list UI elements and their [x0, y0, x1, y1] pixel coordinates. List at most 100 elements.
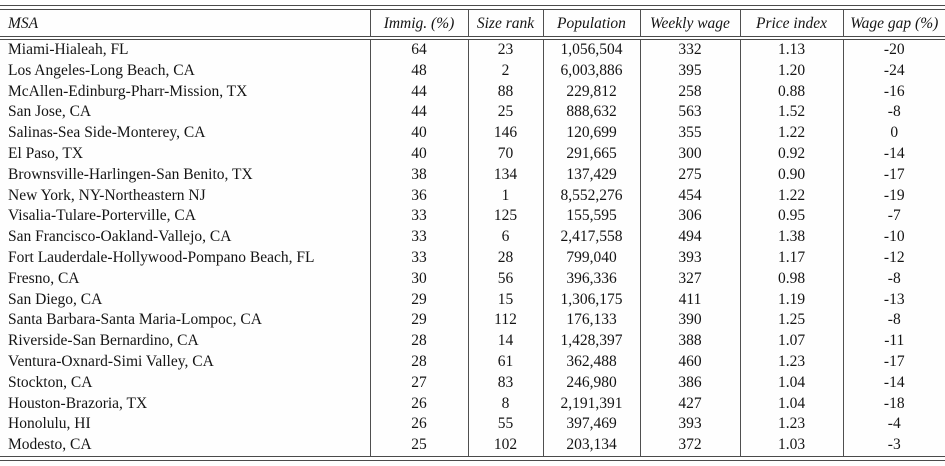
table-bottom-rule: [0, 455, 945, 461]
cell-wage-gap-pct: -16: [883, 82, 905, 100]
cell-msa: Ventura-Oxnard-Simi Valley, CA: [0, 351, 371, 373]
cell-population: 1,306,175: [543, 289, 641, 311]
cell-weekly-wage: 275: [640, 164, 741, 186]
cell-immig-pct: 40: [370, 123, 469, 144]
cell-immig-pct: 33: [370, 206, 469, 228]
cell-size-rank: 8: [468, 393, 544, 415]
header-bottom-rule: [0, 36, 945, 40]
cell-price-index: 1.17: [740, 247, 844, 269]
cell-weekly-wage: 300: [640, 143, 741, 165]
cell-immig-pct: 26: [370, 414, 469, 436]
table-row: Visalia-Tulare-Porterville, CA 33 125 155,5…: [0, 206, 945, 228]
cell-immig-pct: 28: [370, 351, 469, 373]
table-row: McAllen-Edinburg-Pharr-Mission, TX 44 88 22…: [0, 81, 945, 103]
cell-msa: Stockton, CA: [0, 372, 371, 394]
cell-price-index: 1.07: [740, 331, 844, 352]
cell-immig-pct: 33: [370, 247, 469, 269]
cell-size-rank: 112: [468, 310, 544, 332]
cell-size-rank: 61: [468, 351, 544, 373]
cell-population: 1,056,504: [543, 39, 641, 61]
cell-price-index: 1.22: [740, 185, 844, 207]
cell-msa: McAllen-Edinburg-Pharr-Mission, TX: [0, 81, 371, 103]
cell-population: 155,595: [543, 206, 641, 228]
cell-price-index: 1.22: [740, 123, 844, 144]
table-body: Miami-Hialeah, FL 64 23 1,056,504 332 1.13 -20…: [0, 39, 945, 456]
cell-price-index: 0.95: [740, 206, 844, 228]
cell-wage-gap-pct: -20: [883, 41, 905, 58]
cell-msa: New York, NY-Northeastern NJ: [0, 185, 371, 207]
cell-price-index: 1.04: [740, 393, 844, 415]
cell-size-rank: 15: [468, 289, 544, 311]
cell-price-index: 0.90: [740, 164, 844, 186]
table-top-rule: [0, 5, 945, 10]
cell-price-index: 1.19: [740, 289, 844, 311]
cell-size-rank: 83: [468, 372, 544, 394]
cell-immig-pct: 27: [370, 372, 469, 394]
cell-wage-gap-pct: -10: [883, 228, 905, 246]
cell-immig-pct: 44: [370, 81, 469, 103]
cell-msa: Santa Barbara-Santa Maria-Lompoc, CA: [0, 310, 371, 332]
cell-size-rank: 134: [468, 164, 544, 186]
cell-population: 291,665: [543, 143, 641, 165]
cell-wage-gap-pct: -8: [887, 311, 901, 329]
cell-size-rank: 88: [468, 81, 544, 103]
table-row: Modesto, CA 25 102 203,134 372 1.03 -3: [0, 435, 945, 456]
table-row: San Francisco-Oakland-Vallejo, CA 33 6 2,41…: [0, 227, 945, 248]
cell-wage-gap-pct: -8: [887, 269, 901, 287]
cell-size-rank: 6: [468, 227, 544, 248]
cell-wage-gap-pct: 0: [890, 124, 899, 142]
cell-msa: El Paso, TX: [0, 143, 371, 165]
cell-msa: Fort Lauderdale-Hollywood-Pompano Beach,…: [0, 247, 371, 269]
cell-size-rank: 28: [468, 247, 544, 269]
cell-immig-pct: 25: [370, 435, 469, 456]
cell-population: 176,133: [543, 310, 641, 332]
cell-population: 6,003,886: [543, 60, 641, 82]
table-row: Fresno, CA 30 56 396,336 327 0.98 -8: [0, 268, 945, 290]
cell-price-index: 0.92: [740, 143, 844, 165]
cell-size-rank: 1: [468, 185, 544, 207]
column-header-population: Population: [543, 10, 641, 37]
table-row: Brownsville-Harlingen-San Benito, TX 38 13…: [0, 164, 945, 186]
cell-price-index: 1.13: [740, 39, 844, 61]
table-row: El Paso, TX 40 70 291,665 300 0.92 -14: [0, 143, 945, 165]
cell-wage-gap-pct: -19: [883, 186, 905, 204]
cell-population: 362,488: [543, 351, 641, 373]
cell-msa: Los Angeles-Long Beach, CA: [0, 60, 371, 82]
cell-immig-pct: 26: [370, 393, 469, 415]
cell-immig-pct: 33: [370, 227, 469, 248]
table-row: Stockton, CA 27 83 246,980 386 1.04 -14: [0, 372, 945, 394]
cell-immig-pct: 44: [370, 102, 469, 124]
cell-msa: Visalia-Tulare-Porterville, CA: [0, 206, 371, 228]
table-row: Miami-Hialeah, FL 64 23 1,056,504 332 1.13 -20: [0, 39, 945, 61]
cell-weekly-wage: 327: [640, 268, 741, 290]
column-header-size-rank: Size rank: [468, 10, 544, 37]
table-row: Riverside-San Bernardino, CA 28 14 1,428,39…: [0, 331, 945, 352]
cell-wage-gap-pct: -13: [883, 290, 905, 308]
cell-population: 229,812: [543, 81, 641, 103]
cell-msa: Fresno, CA: [0, 268, 371, 290]
column-header-price-index: Price index: [740, 10, 844, 37]
cell-wage-gap-pct: -14: [883, 373, 905, 391]
cell-weekly-wage: 411: [640, 289, 741, 311]
table-row: Los Angeles-Long Beach, CA 48 2 6,003,886 39…: [0, 60, 945, 82]
cell-price-index: 1.20: [740, 60, 844, 82]
cell-weekly-wage: 386: [640, 372, 741, 394]
table-row: Fort Lauderdale-Hollywood-Pompano Beach,…: [0, 247, 945, 269]
cell-weekly-wage: 563: [640, 102, 741, 124]
cell-size-rank: 125: [468, 206, 544, 228]
table-row: Santa Barbara-Santa Maria-Lompoc, CA 29 11…: [0, 310, 945, 332]
cell-wage-gap-pct: -8: [887, 103, 901, 121]
cell-msa: Miami-Hialeah, FL: [0, 39, 371, 61]
cell-size-rank: 56: [468, 268, 544, 290]
cell-msa: Honolulu, HI: [0, 414, 371, 436]
cell-msa: San Francisco-Oakland-Vallejo, CA: [0, 227, 371, 248]
cell-immig-pct: 40: [370, 143, 469, 165]
column-header-wage-gap: Wage gap (%): [850, 15, 939, 32]
cell-wage-gap-pct: -17: [883, 352, 905, 370]
cell-msa: Salinas-Sea Side-Monterey, CA: [0, 123, 371, 144]
cell-population: 203,134: [543, 435, 641, 456]
cell-weekly-wage: 258: [640, 81, 741, 103]
cell-population: 137,429: [543, 164, 641, 186]
cell-wage-gap-pct: -11: [884, 332, 905, 350]
